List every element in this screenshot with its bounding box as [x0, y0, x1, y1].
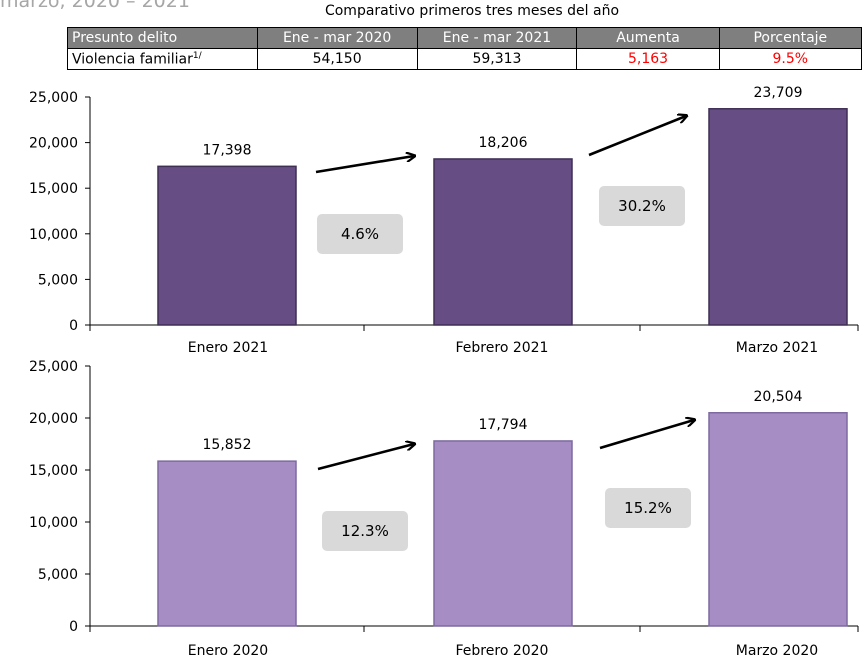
bar [433, 158, 573, 326]
y-tick-label: 0 [69, 619, 78, 635]
table-cell: 54,150 [256, 48, 418, 70]
y-tick-label: 5,000 [38, 272, 78, 288]
category-label: Enero 2020 [188, 643, 268, 659]
data-label: 15,852 [203, 437, 252, 453]
y-tick-label: 20,000 [29, 136, 78, 152]
row-label-footnote: 1/ [192, 50, 202, 61]
bar [708, 108, 848, 326]
change-callout-box [322, 511, 408, 551]
y-tick-label: 0 [69, 318, 78, 334]
data-label: 17,794 [479, 417, 528, 433]
bar [157, 460, 297, 627]
y-tick-label: 10,000 [29, 515, 78, 531]
data-label: 20,504 [754, 389, 803, 405]
trend-arrow [315, 156, 414, 174]
category-label: Enero 2021 [188, 340, 268, 356]
table-caption: Comparativo primeros tres meses del año [324, 3, 620, 19]
row-label-text: Violencia familiar [72, 51, 193, 68]
change-callout-label: 30.2% [618, 197, 666, 215]
change-callout-label: 12.3% [341, 522, 389, 540]
data-label: 23,709 [754, 85, 803, 101]
table-cell-highlight: 5,163 [576, 48, 720, 70]
y-tick-label: 15,000 [29, 181, 78, 197]
table-row: Violencia familiar1/ 54,150 59,313 5,163… [67, 48, 862, 70]
table-cell: 59,313 [416, 48, 578, 70]
table-header-cell: Ene - mar 2021 [416, 27, 578, 49]
change-callout-box [599, 186, 685, 226]
table-cell-highlight: 9.5% [718, 48, 862, 70]
table-header-cell: Ene - mar 2020 [256, 27, 418, 49]
trend-arrow [588, 116, 686, 157]
table-header-row: Presunto delito Ene - mar 2020 Ene - mar… [67, 27, 862, 49]
y-tick-label: 10,000 [29, 227, 78, 243]
y-tick-label: 25,000 [29, 359, 78, 375]
trend-arrow [317, 444, 414, 471]
y-tick-label: 25,000 [29, 90, 78, 106]
header-text: marzo, 2020 – 2021 [0, 0, 190, 12]
table-row-label: Violencia familiar1/ [67, 48, 258, 70]
y-tick-label: 5,000 [38, 567, 78, 583]
table-header-cell: Presunto delito [67, 27, 258, 49]
change-callout-label: 4.6% [341, 225, 379, 243]
change-callout-box [317, 214, 403, 254]
category-label: Marzo 2021 [736, 340, 818, 356]
change-callout-box [605, 488, 691, 528]
bar [708, 412, 848, 627]
category-label: Febrero 2020 [456, 643, 549, 659]
category-label: Febrero 2021 [456, 340, 549, 356]
trend-arrow [599, 420, 694, 450]
bar [157, 165, 297, 326]
change-callout-label: 15.2% [624, 499, 672, 517]
comparison-table: Presunto delito Ene - mar 2020 Ene - mar… [67, 27, 862, 70]
y-tick-label: 20,000 [29, 411, 78, 427]
data-label: 17,398 [203, 142, 252, 158]
bar [433, 440, 573, 627]
y-tick-label: 15,000 [29, 463, 78, 479]
table-header-cell: Porcentaje [718, 27, 862, 49]
category-label: Marzo 2020 [736, 643, 818, 659]
data-label: 18,206 [479, 135, 528, 151]
